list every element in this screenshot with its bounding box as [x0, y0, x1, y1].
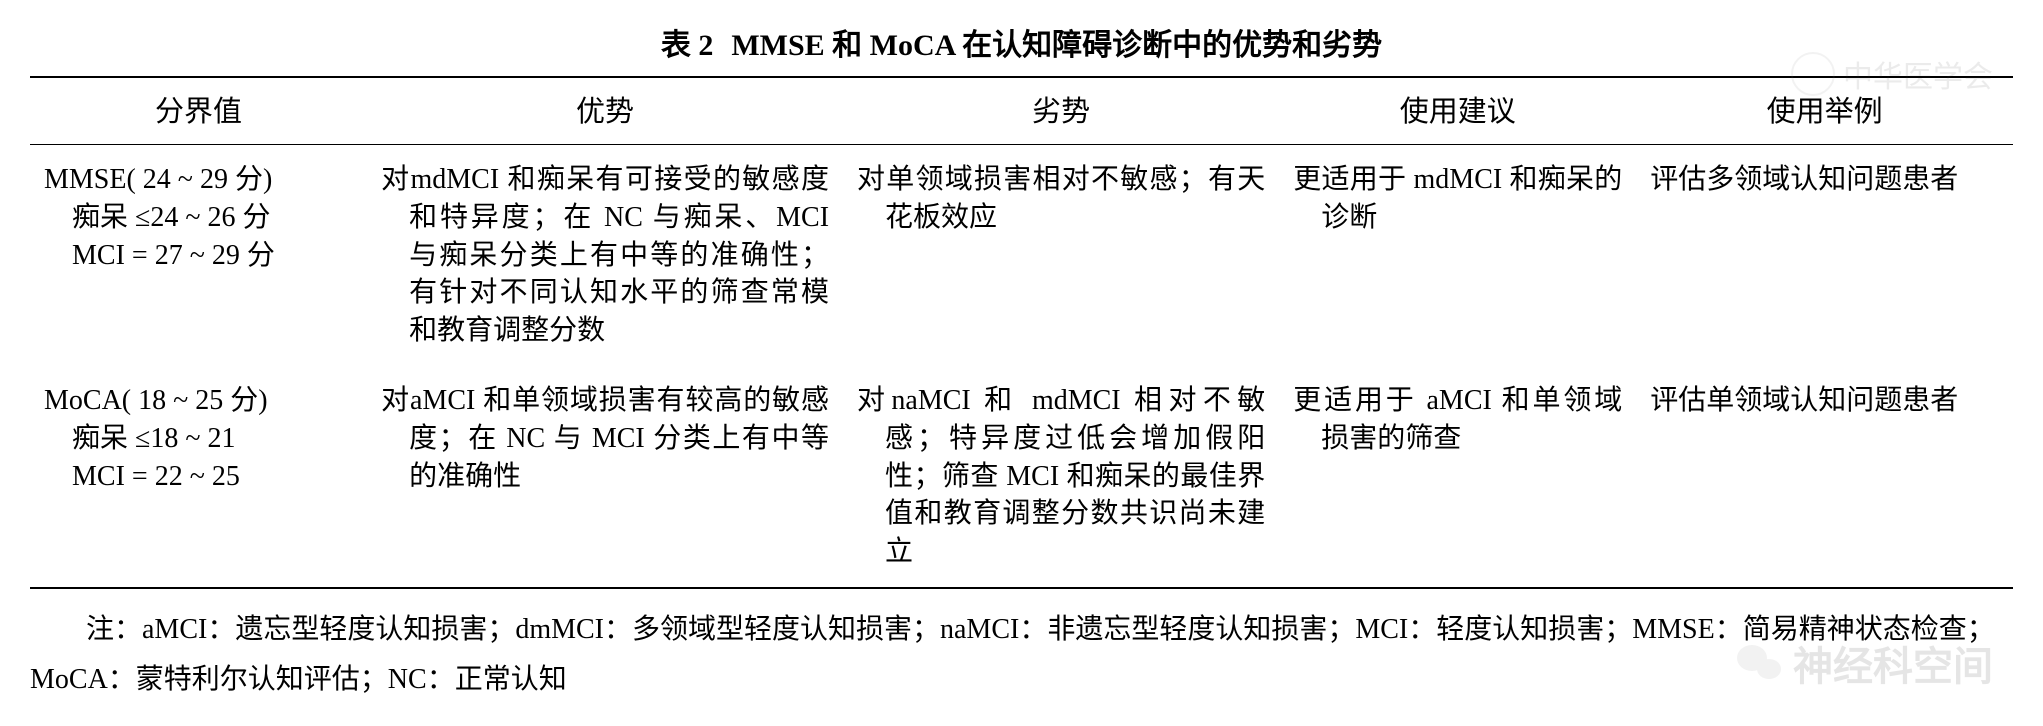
header-advantage: 优势	[367, 77, 843, 145]
table-row: MoCA( 18 ~ 25 分) 痴呆 ≤18 ~ 21 MCI = 22 ~ …	[30, 366, 2013, 588]
advantage-text: 对aMCI 和单领域损害有较高的敏感度；在 NC 与 MCI 分类上有中等的准确…	[381, 382, 829, 495]
header-suggestion: 使用建议	[1279, 77, 1636, 145]
header-example: 使用举例	[1636, 77, 2013, 145]
table-title-text: MMSE 和 MoCA 在认知障碍诊断中的优势和劣势	[731, 29, 1382, 62]
cell-suggestion: 更适用于 mdMCI 和痴呆的诊断	[1279, 145, 1636, 366]
cutoff-main: MoCA( 18 ~ 25 分)	[44, 382, 353, 420]
comparison-table: 分界值 优势 劣势 使用建议 使用举例 MMSE( 24 ~ 29 分) 痴呆 …	[30, 76, 2013, 589]
disadvantage-text: 对单领域损害相对不敏感；有天花板效应	[857, 161, 1265, 237]
header-cutoff: 分界值	[30, 77, 367, 145]
header-disadvantage: 劣势	[843, 77, 1279, 145]
cell-cutoff: MoCA( 18 ~ 25 分) 痴呆 ≤18 ~ 21 MCI = 22 ~ …	[30, 366, 367, 588]
table-title: 表 2 MMSE 和 MoCA 在认知障碍诊断中的优势和劣势	[30, 20, 2013, 64]
disadvantage-text: 对naMCI 和 mdMCI 相对不敏感；特异度过低会增加假阳性；筛查 MCI …	[857, 382, 1265, 571]
cell-advantage: 对mdMCI 和痴呆有可接受的敏感度和特异度；在 NC 与痴呆、MCI 与痴呆分…	[367, 145, 843, 366]
table-row: MMSE( 24 ~ 29 分) 痴呆 ≤24 ~ 26 分 MCI = 27 …	[30, 145, 2013, 366]
cutoff-line1: 痴呆 ≤18 ~ 21	[44, 420, 353, 458]
cutoff-line1: 痴呆 ≤24 ~ 26 分	[44, 199, 353, 237]
table-header-row: 分界值 优势 劣势 使用建议 使用举例	[30, 77, 2013, 145]
table-footnote: 注：aMCI：遗忘型轻度认知损害；dmMCI：多领域型轻度认知损害；naMCI：…	[30, 605, 2013, 706]
cell-cutoff: MMSE( 24 ~ 29 分) 痴呆 ≤24 ~ 26 分 MCI = 27 …	[30, 145, 367, 366]
suggestion-text: 更适用于 mdMCI 和痴呆的诊断	[1293, 161, 1622, 237]
cutoff-line2: MCI = 27 ~ 29 分	[44, 237, 353, 275]
cutoff-main: MMSE( 24 ~ 29 分)	[44, 161, 353, 199]
cell-suggestion: 更适用于 aMCI 和单领域损害的筛查	[1279, 366, 1636, 588]
cutoff-line2: MCI = 22 ~ 25	[44, 458, 353, 496]
table-container: 表 2 MMSE 和 MoCA 在认知障碍诊断中的优势和劣势 分界值 优势 劣势 …	[30, 20, 2013, 706]
example-text: 评估单领域认知问题患者	[1650, 382, 1999, 420]
cell-advantage: 对aMCI 和单领域损害有较高的敏感度；在 NC 与 MCI 分类上有中等的准确…	[367, 366, 843, 588]
suggestion-text: 更适用于 aMCI 和单领域损害的筛查	[1293, 382, 1622, 458]
table-title-number: 表 2	[661, 29, 714, 62]
cell-example: 评估多领域认知问题患者	[1636, 145, 2013, 366]
cell-example: 评估单领域认知问题患者	[1636, 366, 2013, 588]
cell-disadvantage: 对单领域损害相对不敏感；有天花板效应	[843, 145, 1279, 366]
cell-disadvantage: 对naMCI 和 mdMCI 相对不敏感；特异度过低会增加假阳性；筛查 MCI …	[843, 366, 1279, 588]
example-text: 评估多领域认知问题患者	[1650, 161, 1999, 199]
advantage-text: 对mdMCI 和痴呆有可接受的敏感度和特异度；在 NC 与痴呆、MCI 与痴呆分…	[381, 161, 829, 350]
